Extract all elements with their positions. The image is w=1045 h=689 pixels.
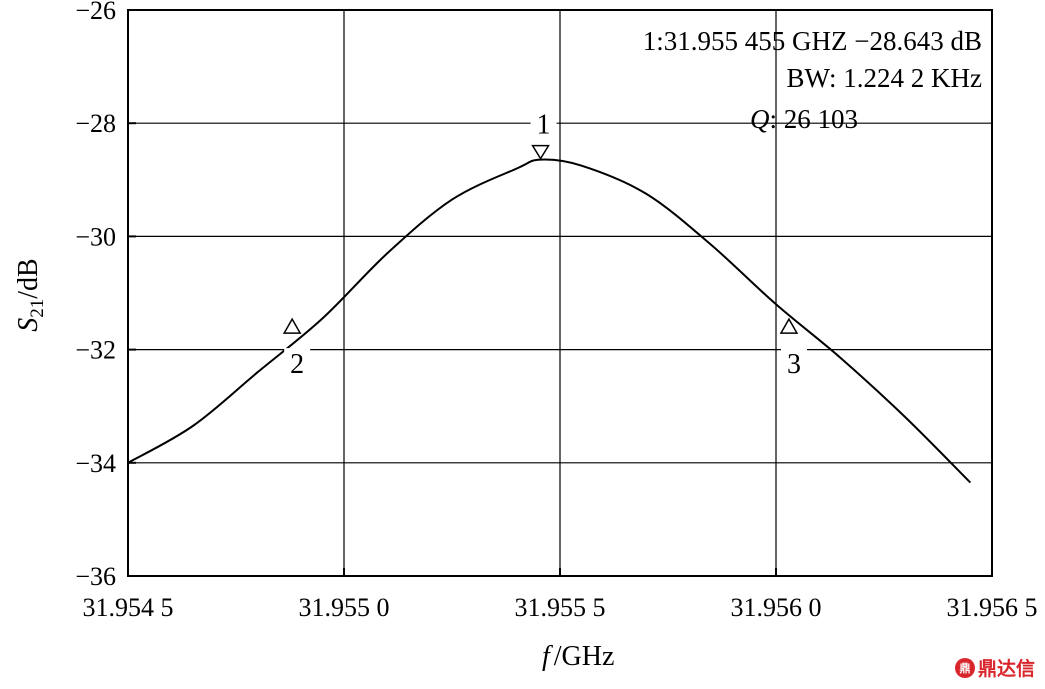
y-axis-symbol: S bbox=[13, 318, 44, 332]
annotation-line-3: Q: 26 103 bbox=[750, 104, 858, 134]
x-axis-symbol: f bbox=[542, 641, 553, 672]
y-tick-label: −30 bbox=[75, 222, 116, 251]
markers: 1 2 3 bbox=[282, 108, 807, 381]
watermark-logo-icon: 鼎 bbox=[954, 657, 975, 678]
q-value: : 26 103 bbox=[770, 104, 859, 134]
y-axis-subscript: 21 bbox=[27, 299, 48, 318]
marker-2-symbol bbox=[282, 317, 302, 334]
y-tick-label: −26 bbox=[75, 0, 116, 25]
marker-1-label: 1 bbox=[537, 110, 551, 141]
grid-lines bbox=[128, 10, 992, 576]
annotation-line-1: 1:31.955 455 GHZ −28.643 dB bbox=[643, 26, 982, 56]
y-tick-label: −34 bbox=[75, 449, 116, 478]
marker-2-label: 2 bbox=[290, 349, 304, 380]
axis-ticks: 31.954 5 31.955 0 31.955 5 31.956 0 31.956 5… bbox=[75, 0, 1037, 622]
watermark-text: 鼎达信 bbox=[977, 658, 1035, 680]
x-tick-label: 31.955 5 bbox=[515, 593, 606, 622]
marker-1-label-bg bbox=[530, 108, 557, 141]
q-symbol: Q bbox=[750, 104, 770, 134]
y-tick-label: −28 bbox=[75, 109, 116, 138]
x-tick-label: 31.956 5 bbox=[947, 593, 1038, 622]
y-axis-title: S21/dB bbox=[13, 258, 48, 331]
watermark: 鼎 鼎达信 bbox=[954, 654, 1035, 681]
annotation-line-2: BW: 1.224 2 KHz bbox=[787, 63, 982, 93]
marker-3-label-bg bbox=[780, 348, 807, 381]
y-axis-unit: /dB bbox=[13, 258, 44, 298]
x-tick-label: 31.956 0 bbox=[731, 593, 822, 622]
marker-2-label-bg bbox=[284, 348, 311, 381]
x-tick-label: 31.954 5 bbox=[83, 593, 174, 622]
series-line bbox=[127, 158, 972, 484]
marker-3-label: 3 bbox=[787, 349, 801, 380]
marker-1-symbol bbox=[531, 144, 550, 161]
x-axis-title: f/GHz bbox=[542, 641, 614, 672]
marker-3-symbol bbox=[779, 317, 799, 334]
x-axis-unit: /GHz bbox=[554, 641, 615, 672]
x-tick-label: 31.955 0 bbox=[299, 593, 390, 622]
y-tick-label: −32 bbox=[75, 336, 116, 365]
y-tick-label: −36 bbox=[75, 562, 116, 591]
